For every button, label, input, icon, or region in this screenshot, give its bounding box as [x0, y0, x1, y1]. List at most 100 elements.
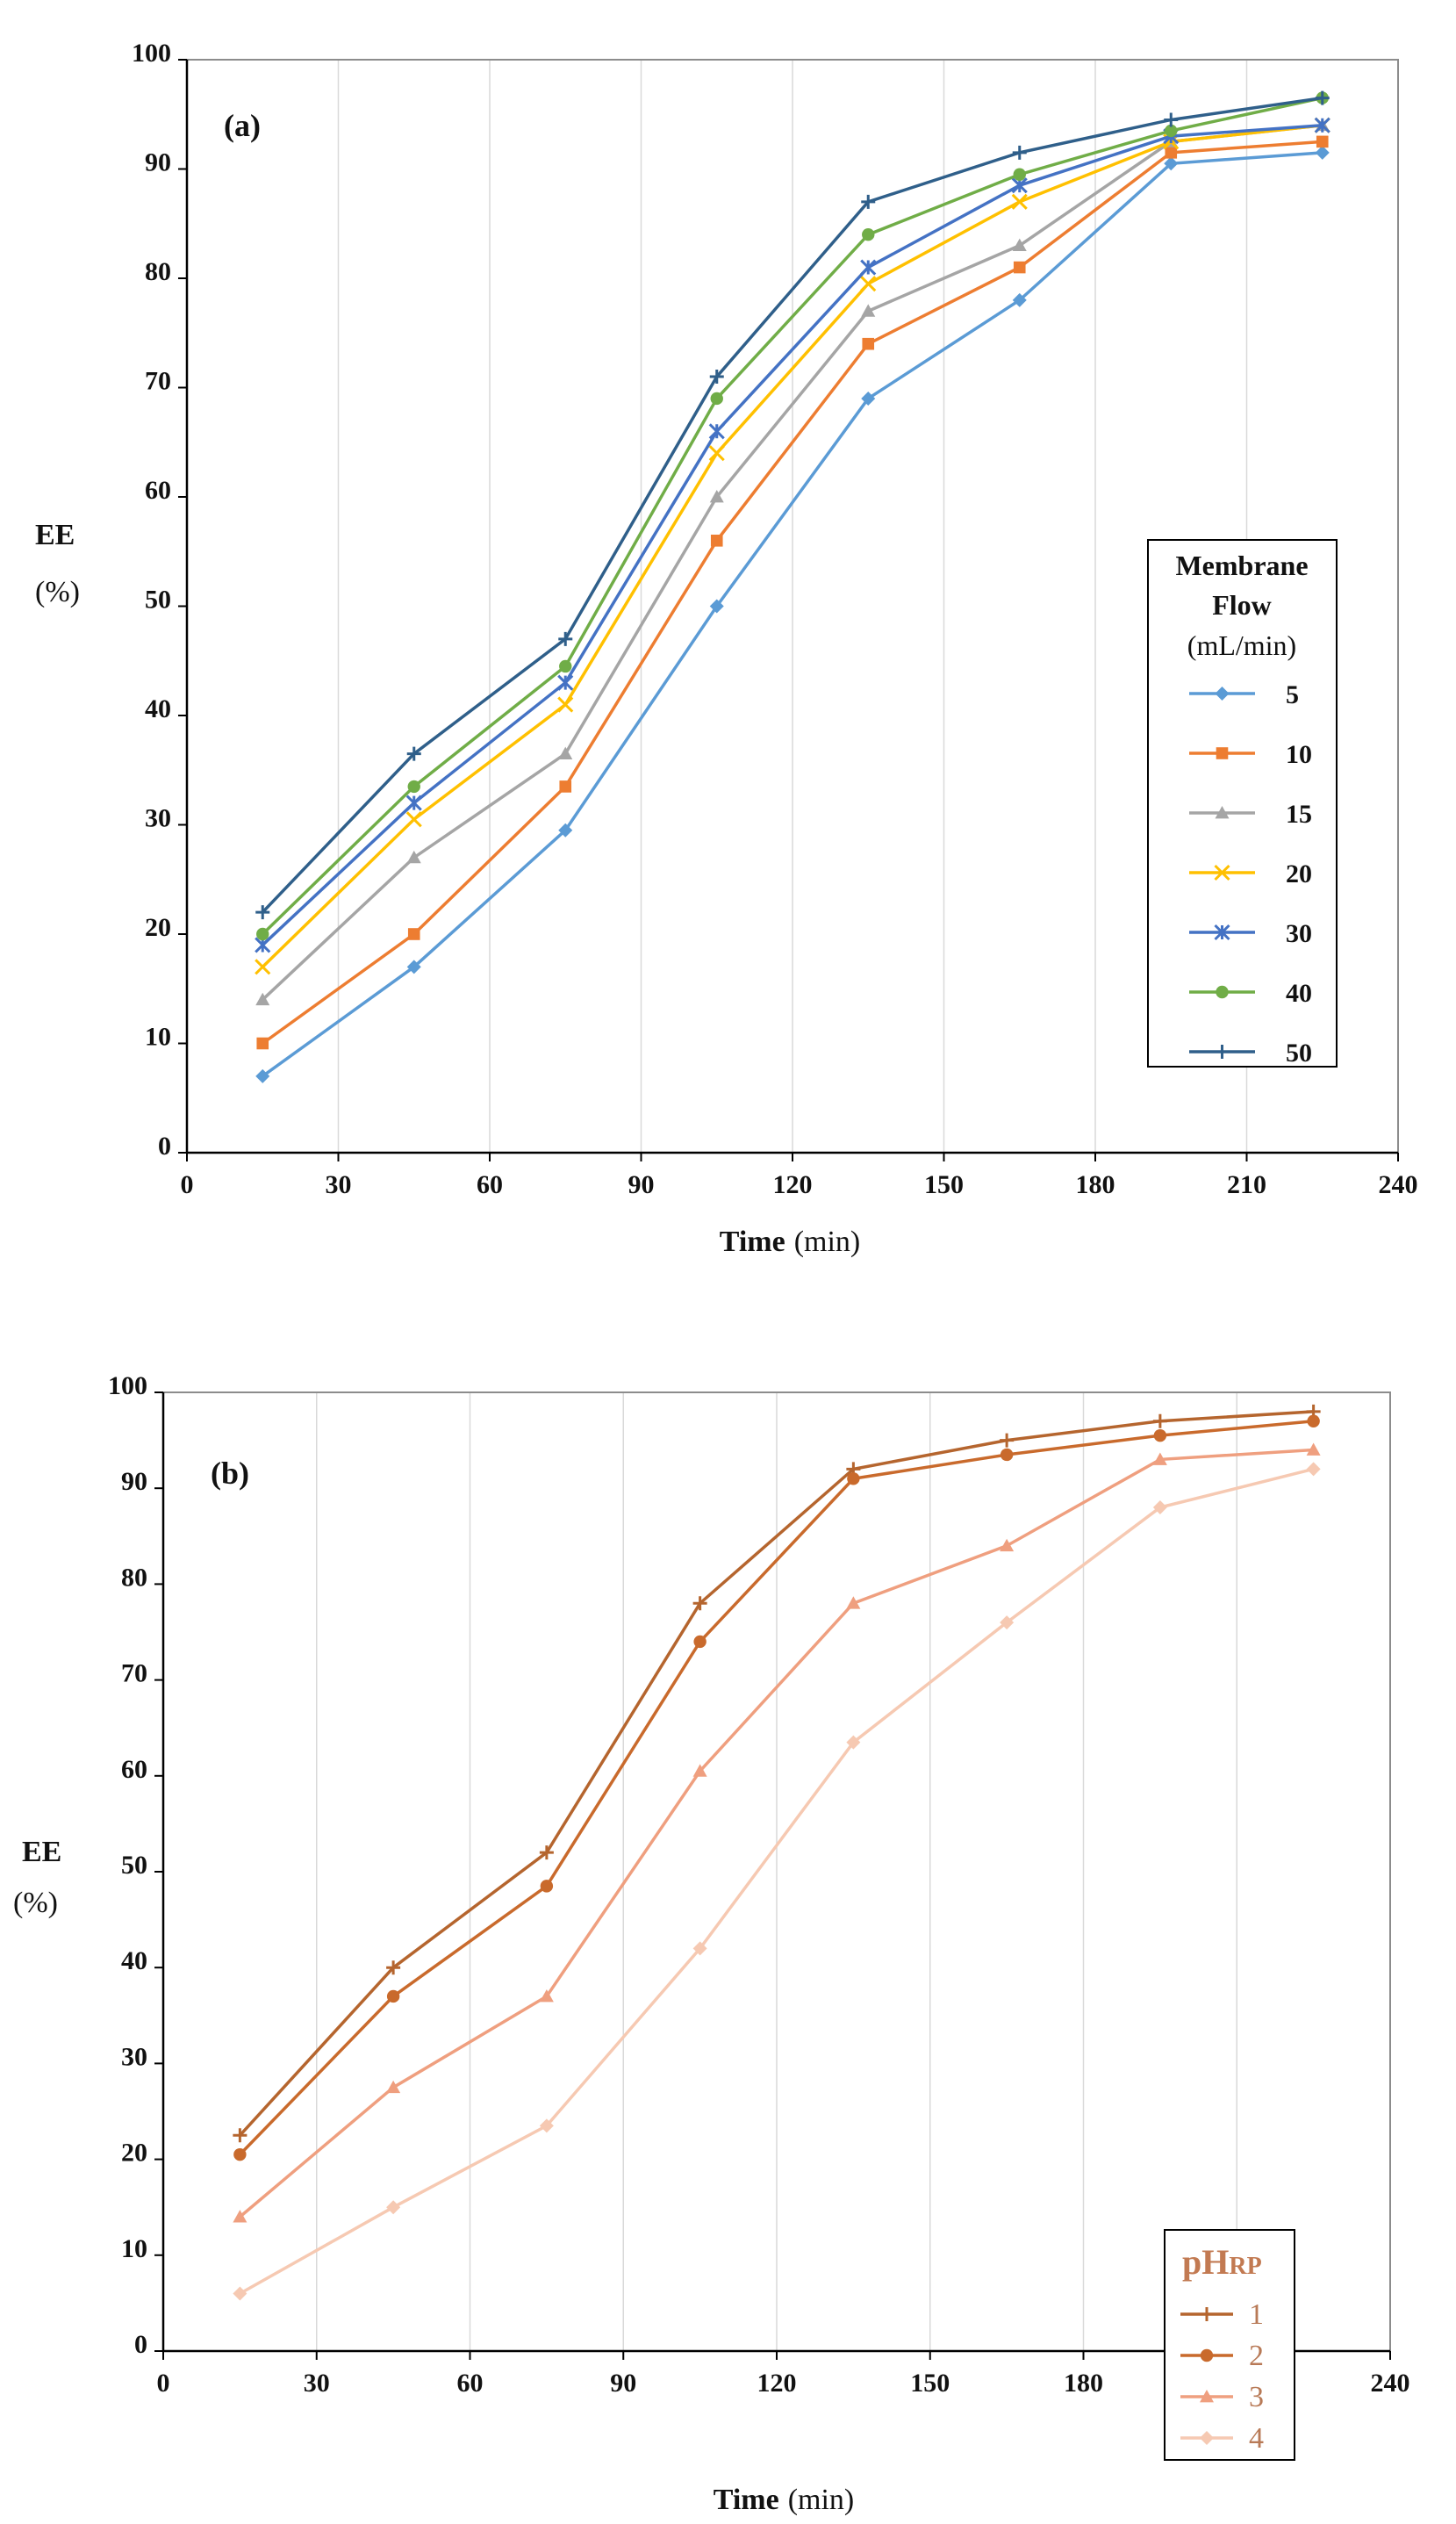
b-x-tick-label: 90 — [610, 2369, 636, 2398]
b-data-point — [692, 1941, 707, 1956]
a-y-tick-label: 10 — [145, 1023, 171, 1052]
a-y-tick-label: 70 — [145, 367, 171, 396]
b-data-point — [1307, 1414, 1320, 1427]
b-data-point — [1306, 1462, 1321, 1477]
b-series-line-2 — [239, 1420, 1314, 2156]
b-x-tick-label: 0 — [157, 2369, 170, 2398]
a-legend-marker — [1215, 806, 1230, 819]
b-y-tick-label: 10 — [121, 2234, 147, 2263]
a-legend-label: 20 — [1286, 859, 1312, 888]
a-data-point — [1012, 292, 1027, 307]
a-y-tick-label: 90 — [145, 148, 171, 177]
chart-b-grid — [316, 1392, 1391, 2351]
b-legend-marker — [1200, 2348, 1214, 2362]
b-legend-item-4: 4 — [1180, 2422, 1264, 2455]
a-data-point — [407, 928, 420, 940]
b-data-point — [1153, 1428, 1167, 1442]
a-data-point — [255, 1068, 270, 1083]
a-data-point — [709, 370, 724, 385]
a-data-point — [861, 391, 876, 406]
b-data-point — [386, 1960, 401, 1975]
b-y-tick-label: 0 — [134, 2330, 147, 2359]
a-x-tick-label: 210 — [1227, 1170, 1266, 1199]
b-series-4 — [233, 1462, 1321, 2301]
b-series-3 — [233, 1442, 1321, 2223]
a-data-point — [1315, 90, 1330, 105]
a-data-point — [558, 823, 573, 838]
b-y-tick-label: 40 — [121, 1946, 147, 1975]
a-legend-marker — [1216, 747, 1229, 759]
chart-a-x-axis-label: Time (min) — [720, 1226, 860, 1258]
chart-b-y-axis-title: EE — [22, 1836, 61, 1868]
b-data-point — [1000, 1448, 1014, 1462]
a-data-point — [709, 599, 724, 614]
chart-a-y-axis-title: EE — [35, 519, 75, 551]
b-data-point — [846, 1596, 861, 1609]
a-data-point — [860, 259, 877, 276]
b-legend-label: 2 — [1249, 2340, 1264, 2372]
a-series-line-40 — [262, 96, 1323, 936]
a-data-point — [1165, 147, 1178, 159]
a-data-point — [1164, 112, 1179, 127]
b-data-point — [1152, 1413, 1167, 1428]
chart-b-legend-title-main: pH — [1182, 2242, 1229, 2282]
a-legend-item-30: 30 — [1189, 919, 1312, 948]
a-legend-label: 15 — [1286, 800, 1312, 829]
b-data-point — [1152, 1500, 1167, 1515]
a-series-30 — [255, 117, 1330, 953]
a-series-line-50 — [261, 96, 1323, 914]
a-data-point — [405, 795, 422, 811]
chart-a-legend-title-1: Membrane — [1175, 550, 1308, 581]
a-data-point — [1011, 193, 1028, 210]
chart-b-legend-box — [1164, 2229, 1295, 2461]
a-data-point — [1164, 156, 1179, 171]
b-data-point — [233, 2286, 247, 2301]
b-series-1 — [233, 1404, 1321, 2143]
a-data-point — [558, 746, 573, 759]
a-data-point — [1012, 238, 1027, 252]
b-series-line-3 — [239, 1448, 1314, 2218]
b-x-tick-label: 240 — [1371, 2369, 1410, 2398]
b-legend-item-1: 1 — [1180, 2298, 1264, 2331]
a-data-point — [861, 194, 876, 209]
a-data-point — [1165, 124, 1178, 138]
a-legend-marker — [1216, 985, 1229, 999]
b-data-point — [1152, 1452, 1167, 1465]
a-data-point — [1013, 261, 1026, 274]
a-data-point — [1315, 145, 1330, 160]
b-series-2 — [233, 1414, 1320, 2161]
chart-b-x-axis-title: Time — [714, 2484, 779, 2516]
b-data-point — [1000, 1433, 1015, 1448]
a-x-tick-label: 150 — [924, 1170, 964, 1199]
b-data-point — [539, 1988, 554, 2003]
a-legend-label: 50 — [1286, 1039, 1312, 1068]
a-data-point — [709, 490, 724, 503]
a-legend-item-5: 5 — [1189, 680, 1299, 709]
a-legend-label: 30 — [1286, 919, 1312, 948]
a-data-point — [558, 631, 573, 646]
b-legend-marker — [1200, 2431, 1214, 2445]
a-legend-marker — [1215, 1045, 1230, 1059]
b-legend-item-3: 3 — [1180, 2381, 1264, 2413]
a-series-line-5 — [262, 151, 1323, 1078]
a-data-point — [710, 535, 723, 547]
chart-a-x-axis-unit: (min) — [794, 1226, 861, 1258]
chart-b-x-axis-unit: (min) — [788, 2484, 855, 2516]
a-data-point — [860, 276, 877, 292]
a-series-line-20 — [262, 123, 1323, 968]
b-data-point — [386, 2080, 401, 2094]
a-legend-label: 40 — [1286, 979, 1312, 1008]
a-data-point — [862, 228, 875, 241]
b-x-tick-label: 30 — [304, 2369, 330, 2398]
a-legend-marker — [1214, 924, 1230, 941]
chart-a-legend: Membrane Flow (mL/min) 5 10 15 20 30 40 50 — [1147, 539, 1338, 1068]
b-x-tick-label: 150 — [910, 2369, 950, 2398]
b-y-tick-label: 60 — [121, 1755, 147, 1784]
a-x-tick-label: 120 — [773, 1170, 813, 1199]
a-data-point — [406, 850, 421, 864]
a-data-point — [862, 337, 875, 350]
b-legend-marker — [1200, 2390, 1214, 2403]
b-series-line-1 — [239, 1410, 1314, 2137]
a-legend-item-40: 40 — [1189, 979, 1312, 1008]
